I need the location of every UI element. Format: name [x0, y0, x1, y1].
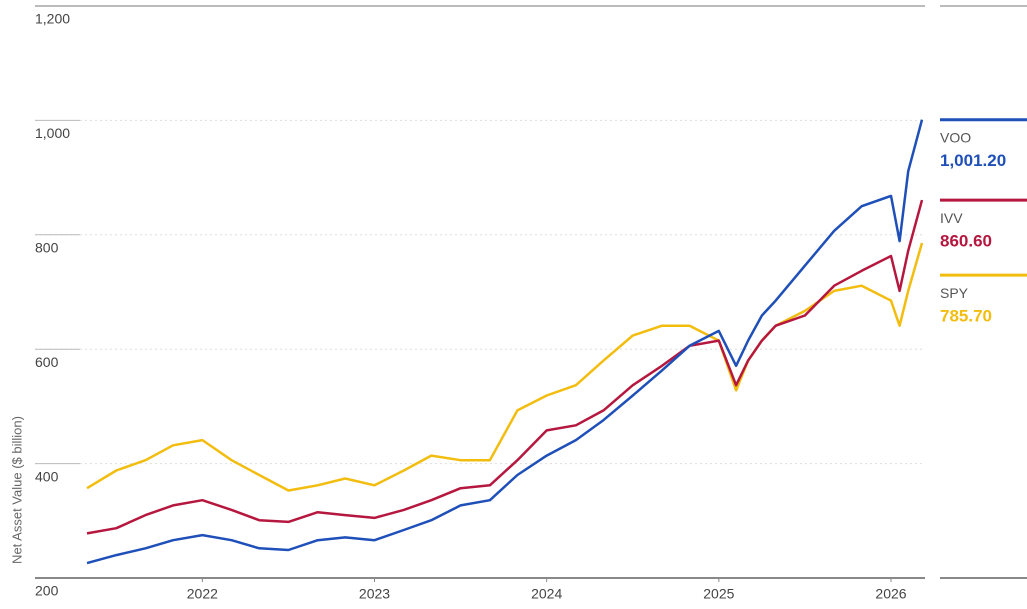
- series-line: [86, 242, 924, 492]
- end-value-label: 860.60: [940, 232, 992, 251]
- x-tick-label: 2022: [187, 586, 218, 602]
- legend-label: SPY: [940, 285, 969, 301]
- x-tick-label: 2024: [531, 586, 562, 602]
- y-tick-label: 400: [35, 468, 59, 484]
- end-value-label: 785.70: [940, 307, 992, 326]
- y-tick-label: 600: [35, 354, 59, 370]
- legend-label: IVV: [940, 210, 963, 226]
- end-value-label: 1,001.20: [940, 151, 1006, 170]
- y-tick-label: 200: [35, 583, 59, 599]
- x-tick-label: 2026: [875, 586, 906, 602]
- y-tick-label: 800: [35, 240, 59, 256]
- series-line: [86, 199, 924, 535]
- y-tick-label: 1,200: [35, 11, 70, 27]
- series-line: [86, 119, 924, 565]
- y-axis-title: Net Asset Value ($ billion): [9, 416, 24, 564]
- legend-label: VOO: [940, 129, 971, 145]
- y-tick-label: 1,000: [35, 125, 70, 141]
- x-tick-label: 2025: [703, 586, 734, 602]
- x-tick-label: 2023: [359, 586, 390, 602]
